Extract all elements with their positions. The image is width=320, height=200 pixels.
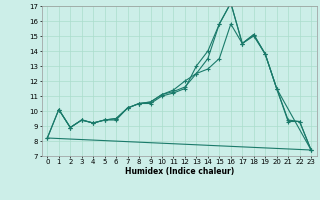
X-axis label: Humidex (Indice chaleur): Humidex (Indice chaleur) [124,167,234,176]
